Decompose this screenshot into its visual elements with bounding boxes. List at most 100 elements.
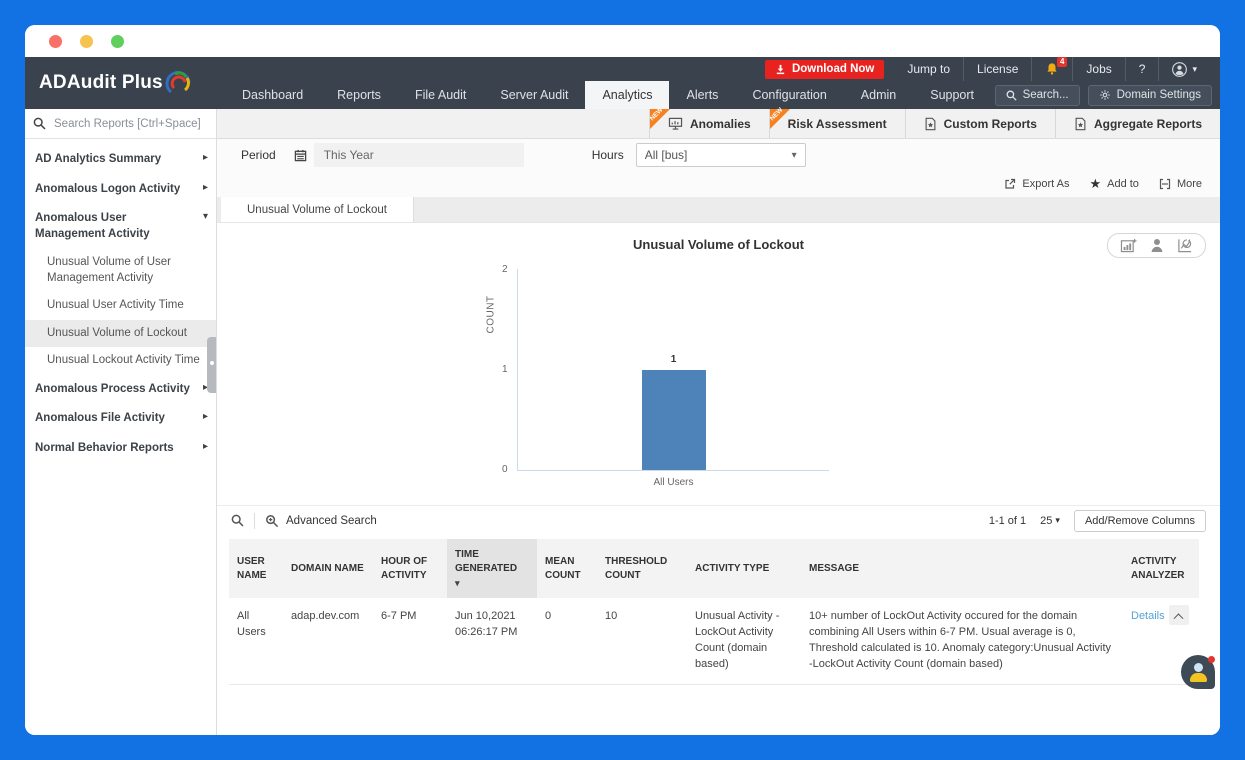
new-ribbon: NEW — [649, 107, 670, 129]
download-now-button[interactable]: Download Now — [764, 59, 885, 79]
global-search-label: Search... — [1022, 89, 1069, 101]
jobs-label: Jobs — [1086, 62, 1112, 76]
hours-select[interactable]: All [bus] ▾ — [635, 143, 806, 167]
sidebar-search-input[interactable] — [54, 117, 204, 130]
nav-item-admin[interactable]: Admin — [860, 88, 897, 102]
main-content: NEW Anomalies NEW Risk Assessment Custom… — [217, 107, 1220, 735]
sidebar-item-label: Anomalous User Management Activity — [35, 212, 150, 240]
chart-title: Unusual Volume of Lockout — [633, 237, 804, 252]
jump-to-link[interactable]: Jump to — [894, 57, 963, 81]
tab-anomalies[interactable]: NEW Anomalies — [649, 107, 769, 138]
sidebar-item-normal-behavior-reports[interactable]: Normal Behavior Reports ▸ — [25, 434, 216, 464]
domain-settings-button[interactable]: Domain Settings — [1087, 84, 1212, 106]
sidebar-collapse-handle[interactable] — [207, 337, 216, 393]
sidebar-item-unusual-volume-of-user-management-activity[interactable]: Unusual Volume of User Management Activi… — [25, 249, 216, 292]
nav-item-configuration[interactable]: Configuration — [752, 88, 827, 102]
sidebar-item-anomalous-file-activity[interactable]: Anomalous File Activity ▸ — [25, 404, 216, 434]
monitor-icon — [668, 117, 683, 130]
nav-item-dashboard[interactable]: Dashboard — [242, 88, 304, 102]
chart-bar[interactable]: 1 — [641, 354, 706, 470]
report-star-icon — [1074, 117, 1087, 131]
tab-aggregate-reports[interactable]: Aggregate Reports — [1054, 109, 1220, 138]
search-icon[interactable] — [231, 514, 244, 527]
hours-label: Hours — [591, 148, 624, 162]
export-as-label: Export As — [1022, 178, 1070, 190]
nav-item-analytics[interactable]: Analytics — [585, 81, 670, 109]
column-header-user-name[interactable]: USER NAME — [229, 539, 283, 599]
window-titlebar — [25, 25, 1220, 57]
column-header-time-generated[interactable]: TIME GENERATED ▾ — [447, 539, 537, 599]
period-value-field[interactable]: This Year — [313, 143, 524, 167]
user-account-menu[interactable]: ▾ — [1158, 57, 1210, 81]
add-chart-icon[interactable] — [1120, 238, 1137, 253]
search-icon — [1006, 90, 1017, 101]
page-size-select[interactable]: 25 ▾ — [1040, 515, 1060, 527]
chevron-down-icon: ▾ — [791, 149, 797, 161]
maximize-window-button[interactable] — [111, 34, 124, 48]
add-remove-columns-button[interactable]: Add/Remove Columns — [1073, 509, 1206, 532]
column-header-threshold-count[interactable]: THRESHOLD COUNT — [597, 539, 687, 599]
collapse-row-button[interactable] — [1168, 605, 1189, 626]
nav-item-alerts[interactable]: Alerts — [686, 88, 719, 102]
sidebar-item-unusual-lockout-activity-time[interactable]: Unusual Lockout Activity Time — [25, 347, 216, 375]
sidebar-item-label: AD Analytics Summary — [35, 153, 162, 165]
column-header-activity-type[interactable]: ACTIVITY TYPE — [687, 539, 801, 599]
y-axis-label: COUNT — [485, 295, 497, 334]
sidebar-item-label: Unusual Volume of Lockout — [47, 326, 188, 339]
user-analytics-icon[interactable] — [1150, 238, 1164, 253]
help-label: ? — [1138, 62, 1146, 76]
nav-item-reports[interactable]: Reports — [337, 88, 381, 102]
sidebar-item-anomalous-process-activity[interactable]: Anomalous Process Activity ▸ — [25, 375, 216, 405]
column-header-hour-of-activity[interactable]: HOUR OF ACTIVITY — [373, 539, 447, 599]
nav-item-file-audit[interactable]: File Audit — [414, 88, 467, 102]
page-size-value: 25 — [1040, 514, 1053, 527]
sidebar-item-unusual-user-activity-time[interactable]: Unusual User Activity Time — [25, 292, 216, 320]
adaudit-plus-logo[interactable]: ADAudit Plus — [39, 57, 191, 109]
cell-message: 10+ number of LockOut Activity occured f… — [801, 598, 1123, 685]
support-chat-widget[interactable] — [1181, 655, 1215, 689]
sidebar-item-label: Anomalous File Activity — [35, 412, 165, 425]
report-tab-unusual-volume-of-lockout[interactable]: Unusual Volume of Lockout — [221, 197, 415, 222]
calendar-icon[interactable] — [288, 144, 314, 166]
cell-mean-count: 0 — [537, 598, 597, 685]
advanced-search-label[interactable]: Advanced Search — [286, 514, 377, 527]
chat-avatar-icon — [1190, 673, 1207, 682]
column-header-domain-name[interactable]: DOMAIN NAME — [283, 539, 373, 599]
column-header-activity-analyzer[interactable]: ACTIVITY ANALYZER — [1123, 539, 1199, 599]
details-link[interactable]: Details — [1131, 610, 1165, 623]
column-header-mean-count[interactable]: MEAN COUNT — [537, 539, 597, 599]
filter-bar: Period This Year Hours All [bus] ▾ — [217, 139, 1220, 171]
tab-aggregate-reports-label: Aggregate Reports — [1093, 116, 1202, 131]
add-to-button[interactable]: ★ Add to — [1089, 176, 1138, 192]
export-as-button[interactable]: Export As — [1004, 178, 1069, 190]
global-search-button[interactable]: Search... — [994, 84, 1080, 106]
sidebar-item-ad-analytics-summary[interactable]: AD Analytics Summary ▸ — [25, 145, 216, 175]
app-body: AD Analytics Summary ▸ Anomalous Logon A… — [25, 107, 1220, 735]
cell-time-generated: Jun 10,2021 06:26:17 PM — [447, 598, 537, 685]
close-window-button[interactable] — [49, 34, 62, 48]
jobs-link[interactable]: Jobs — [1072, 57, 1124, 81]
license-link[interactable]: License — [963, 57, 1031, 81]
minimize-window-button[interactable] — [80, 34, 93, 48]
nav-item-support[interactable]: Support — [930, 88, 975, 102]
help-button[interactable]: ? — [1124, 57, 1159, 81]
sidebar-item-unusual-volume-of-lockout[interactable]: Unusual Volume of Lockout — [25, 319, 216, 348]
tab-risk-assessment[interactable]: NEW Risk Assessment — [768, 107, 905, 138]
sidebar-item-anomalous-user-management-activity[interactable]: Anomalous User Management Activity ▾ — [25, 204, 216, 249]
star-icon: ★ — [1089, 176, 1102, 191]
sidebar-item-label: Unusual Volume of User Management Activi… — [47, 256, 172, 284]
advanced-search-icon[interactable] — [265, 514, 279, 528]
sidebar-item-anomalous-logon-activity[interactable]: Anomalous Logon Activity ▸ — [25, 175, 216, 205]
nav-item-server-audit[interactable]: Server Audit — [500, 88, 569, 102]
column-header-message[interactable]: MESSAGE — [801, 539, 1123, 599]
tab-custom-reports[interactable]: Custom Reports — [904, 109, 1055, 138]
period-value: This Year — [323, 148, 374, 162]
license-label: License — [977, 62, 1019, 76]
chevron-right-icon: ▸ — [202, 181, 208, 193]
nav-right-tools: Search... Domain Settings — [994, 81, 1220, 109]
more-button[interactable]: More — [1159, 178, 1202, 190]
notifications-bell-button[interactable]: 4 — [1031, 57, 1072, 81]
refresh-chart-icon[interactable] — [1177, 238, 1193, 253]
chart-toolbar — [1107, 233, 1206, 258]
sidebar-report-list: AD Analytics Summary ▸ Anomalous Logon A… — [25, 139, 216, 463]
